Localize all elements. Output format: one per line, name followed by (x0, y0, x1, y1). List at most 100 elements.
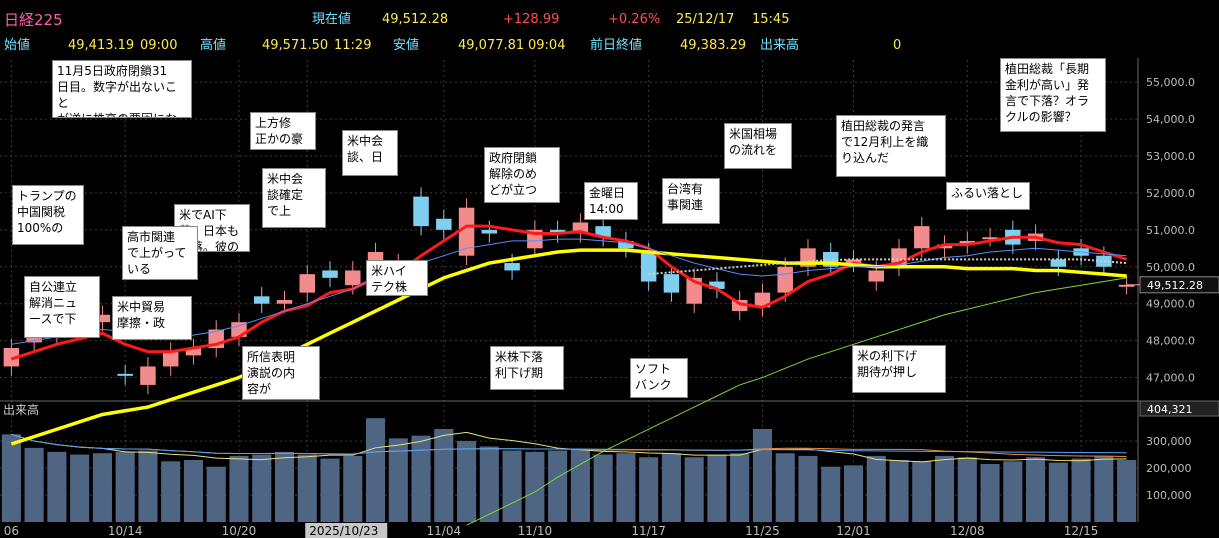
volume-bar (502, 450, 522, 522)
chart-annotation: 上方修 正かの豪 (250, 112, 316, 150)
current-value: 49,512.28 (382, 12, 449, 27)
candle-body (663, 274, 680, 293)
volume-bar (343, 455, 363, 522)
candle-body (94, 314, 111, 323)
volume-bar (1026, 457, 1046, 522)
volume-bar (843, 465, 864, 522)
candle-body (117, 373, 133, 376)
moving-average-line (10, 248, 1127, 446)
chart-annotation: 米ハイ テク株 (366, 260, 428, 296)
volume-bar (912, 461, 932, 522)
chart-annotation: ふるい落とし (946, 182, 1030, 210)
volume-bar (24, 447, 44, 522)
volume-tick-label: 100,000 (1146, 489, 1192, 502)
candle-body (845, 259, 862, 264)
low-label: 安値 (393, 38, 420, 53)
volume-bar (934, 455, 955, 522)
open-label: 始値 (4, 38, 31, 53)
quote-header: 日経225 現在値 49,512.28 +128.99 +0.26% 25/12… (0, 0, 1219, 60)
low-value: 49,077.81 (458, 38, 525, 53)
volume-last-box (1139, 400, 1219, 417)
chart-annotation: 政府閉鎖 解除のめ どが立つ (484, 147, 560, 203)
moving-average-line (11, 238, 1127, 345)
price-tick-label: 53,000.0 (1146, 150, 1195, 163)
current-label: 現在値 (312, 12, 352, 27)
prev-close-value: 49,383.29 (680, 38, 747, 53)
candle-body (481, 229, 498, 234)
high-label: 高値 (200, 38, 227, 53)
chart-annotation: 金曜日 14:00 (584, 182, 638, 220)
volume-bar (866, 455, 886, 522)
price-tick-label: 50,000.0 (1146, 261, 1195, 274)
volume-bar (388, 438, 408, 522)
volume-bar (798, 455, 818, 522)
x-tick-label: 11/04 (427, 524, 462, 538)
change-percent: +0.26% (608, 12, 661, 27)
volume-bar (707, 454, 727, 522)
volume-bar (365, 418, 386, 522)
change-value: +128.99 (503, 12, 560, 27)
candle-body (1050, 259, 1067, 267)
volume-bar (821, 466, 841, 522)
grid-lines (0, 58, 1219, 522)
candle-body (254, 296, 270, 304)
candle-body (572, 222, 589, 234)
volume-average-line (11, 433, 1127, 458)
volume-bar (639, 457, 659, 522)
volume-bar (297, 454, 317, 522)
candle-body (504, 263, 520, 271)
volume-bar (183, 459, 204, 522)
volume-bar (661, 453, 681, 522)
chart-annotation: トランプの 中国関税 100%の (12, 185, 84, 245)
x-tick-label: 11/25 (745, 524, 780, 538)
volume-bar (593, 454, 613, 522)
chart-annotation: 米国相場 の流れを (724, 123, 792, 169)
chart-annotation: 米中会 談確定 で上 (262, 168, 326, 228)
chart-annotation: 所信表明 演説の内 容が (242, 346, 320, 400)
candle-body (754, 292, 771, 308)
candle-body (731, 300, 748, 312)
high-value: 49,571.50 (262, 38, 329, 53)
volume-bar (252, 454, 272, 522)
volume-bar (730, 453, 750, 522)
axis-labels: 55,000.0 54,000.0 53,000.0 52,000.0 51,000.0… (3, 76, 1219, 538)
candle-body (1096, 255, 1112, 267)
volume-bar (980, 464, 1000, 522)
volume-bar (479, 446, 499, 522)
volume-bar (457, 441, 477, 522)
volume-panel-label: 出来高 (3, 402, 39, 417)
x-tick-label: 10/20 (222, 524, 257, 538)
moving-average-line (10, 224, 1128, 361)
x-tick-label: 12/08 (950, 524, 985, 538)
volume-bar (161, 461, 181, 522)
chart-annotation: 台湾有 事関連 (662, 178, 720, 224)
volume-tick-label: 200,000 (1146, 462, 1192, 475)
candle-body (959, 240, 976, 245)
volume-bar (411, 435, 431, 522)
volume-bar (1048, 462, 1068, 522)
x-tick-label: 06 (4, 524, 19, 538)
candle-body (868, 270, 884, 282)
quote-time: 15:45 (752, 12, 790, 27)
price-chart[interactable]: 55,000.0 54,000.0 53,000.0 52,000.0 51,000.0… (0, 58, 1219, 538)
volume-bar (115, 451, 135, 522)
volume-bar (70, 454, 90, 522)
candle-body (709, 281, 725, 289)
candle-body (140, 366, 156, 385)
x-tick-highlight (305, 523, 388, 538)
volume-bar (1003, 461, 1023, 522)
x-tick-label: 11/10 (518, 524, 553, 538)
volume-average-lines (11, 431, 1127, 463)
volume-bar (47, 451, 67, 522)
volume-bar (138, 450, 158, 522)
x-tick-label: 11/17 (631, 524, 666, 538)
chart-annotation: 米株下落 利下げ期 (490, 346, 564, 390)
moving-average-line (466, 277, 1127, 526)
candle-body (640, 252, 657, 282)
candle-body (936, 244, 953, 249)
price-tick-label: 51,000.0 (1146, 224, 1195, 237)
volume-tick-label: 300,000 (1146, 435, 1192, 448)
price-tick-label: 55,000.0 (1146, 76, 1195, 89)
candle-body (3, 348, 20, 367)
volume-bar (548, 450, 568, 522)
